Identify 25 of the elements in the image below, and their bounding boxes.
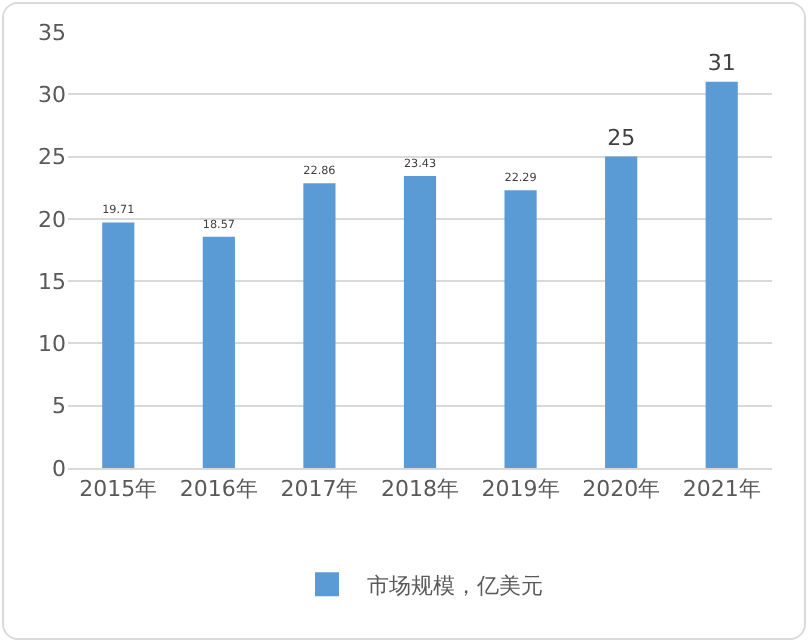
bar — [303, 183, 336, 468]
legend-label: 市场规模，亿美元 — [367, 572, 543, 599]
x-tick-label: 2021年 — [682, 476, 761, 503]
y-tick-label: 25 — [38, 144, 66, 171]
y-tick-label: 30 — [38, 81, 66, 108]
x-tick-label: 2015年 — [79, 476, 158, 503]
y-tick-label: 20 — [38, 206, 66, 233]
x-tick-label: 2020年 — [582, 476, 661, 503]
bar — [403, 176, 437, 468]
x-tick-label: 2017年 — [280, 476, 359, 503]
y-tick-label: 5 — [52, 393, 66, 420]
x-tick-label: 2016年 — [179, 476, 258, 503]
y-tick-label: 15 — [38, 268, 66, 295]
data-label: 31 — [707, 49, 736, 76]
y-tick-label: 0 — [52, 455, 66, 482]
bar — [605, 156, 638, 468]
bar — [705, 81, 738, 468]
data-label: 25 — [607, 124, 636, 151]
x-tick-label: 2018年 — [381, 476, 459, 503]
y-tick-label: 10 — [38, 331, 66, 358]
bar — [102, 222, 135, 468]
bar — [202, 236, 235, 468]
bar — [504, 190, 537, 468]
y-tick-label: 35 — [38, 19, 66, 46]
x-tick-label: 2019年 — [481, 476, 560, 503]
